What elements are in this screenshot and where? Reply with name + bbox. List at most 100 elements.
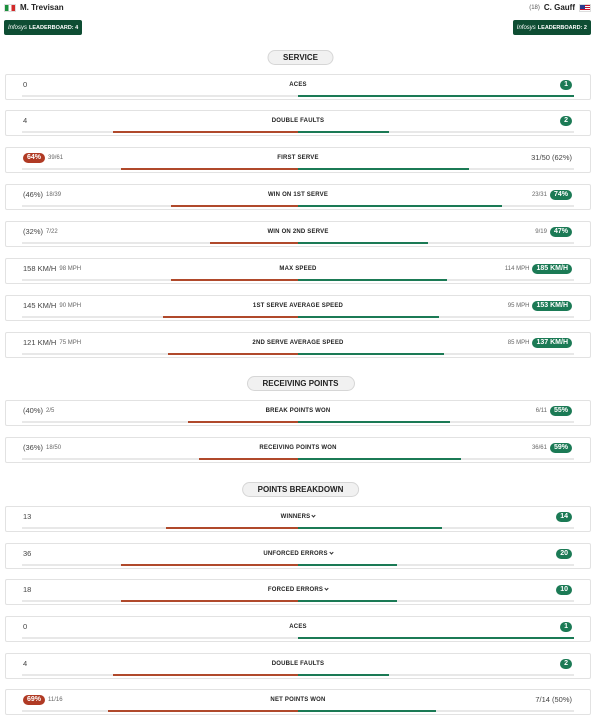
left-player-bar: [113, 674, 298, 676]
stat-label[interactable]: FORCED ERRORS: [6, 586, 590, 593]
left-stat-detail: 7/22: [46, 228, 58, 235]
left-player-value: 18: [23, 585, 31, 594]
right-stat-value: 185 KM/H: [532, 264, 572, 274]
right-stat-value: 59%: [549, 443, 572, 453]
stat-label-text: 1ST SERVE AVERAGE SPEED: [252, 303, 344, 309]
match-header: M. Trevisan (18) C. Gauff Infosys LEADER…: [0, 0, 601, 40]
right-player-value: 10: [556, 585, 572, 595]
stat-label-text: WIN ON 2ND SERVE: [267, 229, 329, 235]
infosys-logo: Infosys: [516, 24, 536, 31]
right-player-value: 1: [560, 622, 572, 632]
right-player-bar: [298, 637, 574, 639]
chevron-down-icon[interactable]: [329, 550, 334, 555]
stat-label-text: NET POINTS WON: [270, 697, 326, 703]
stat-label-text: UNFORCED ERRORS: [263, 551, 328, 557]
right-stat-detail: 6/11: [535, 408, 547, 414]
left-player-bar: [171, 205, 298, 207]
left-leaderboard-text: LEADERBOARD: 4: [29, 24, 79, 31]
comparison-bar-track: [22, 710, 574, 712]
right-stat-value: 47%: [549, 227, 572, 237]
stat-label: DOUBLE FAULTS: [6, 661, 590, 667]
stat-label[interactable]: UNFORCED ERRORS: [6, 550, 590, 557]
right-stat-value: 153 KM/H: [532, 301, 572, 311]
left-player-bar: [121, 564, 298, 566]
right-stat-value: 2: [560, 659, 572, 669]
left-stat-value: 64%: [23, 153, 46, 163]
right-player-value: 85 MPH 137 KM/H: [508, 338, 572, 348]
left-stat-value: 4: [23, 659, 28, 668]
right-player-bar: [298, 458, 461, 460]
left-leaderboard-badge[interactable]: Infosys LEADERBOARD: 4: [4, 20, 83, 35]
stat-row[interactable]: 36 UNFORCED ERRORS 20: [5, 543, 591, 569]
left-stat-value: 0: [23, 80, 28, 89]
left-stat-detail: 18/39: [46, 191, 62, 198]
left-stat-value: (36%): [23, 443, 44, 452]
left-player-value: 13: [23, 512, 31, 521]
left-player-bar: [165, 527, 298, 529]
left-stat-value: 158 KM/H: [23, 264, 57, 273]
left-stat-detail: 11/16: [48, 697, 63, 703]
stat-row: 0 ACES 1: [5, 74, 591, 100]
left-stat-value: (40%): [23, 406, 44, 415]
right-stat-value: 31/50 (62%): [531, 153, 572, 162]
left-stat-value: 0: [23, 622, 28, 631]
right-player-bar: [298, 600, 398, 602]
stat-label: BREAK POINTS WON: [6, 408, 590, 414]
chevron-down-icon[interactable]: [324, 586, 329, 591]
right-player-bar: [298, 95, 574, 97]
stat-row: 145 KM/H 90 MPH 1ST SERVE AVERAGE SPEED 95 …: [5, 295, 591, 321]
left-player-value: (36%) 18/50: [23, 443, 61, 452]
comparison-bar-track: [22, 205, 574, 207]
stat-label: FIRST SERVE: [6, 155, 590, 161]
comparison-bar-track: [22, 564, 574, 566]
stat-label: ACES: [6, 82, 590, 88]
left-player-bar: [121, 600, 298, 602]
stat-label: 2ND SERVE AVERAGE SPEED: [6, 340, 590, 346]
left-player[interactable]: M. Trevisan: [4, 3, 64, 12]
left-stat-detail: 98 MPH: [59, 265, 82, 272]
left-stat-value: 4: [23, 116, 28, 125]
left-player-value: 0: [23, 622, 27, 631]
right-stat-value: 14: [556, 512, 572, 522]
chevron-down-icon[interactable]: [311, 513, 316, 518]
left-player-value: 4: [23, 659, 27, 668]
stat-label: WIN ON 1ST SERVE: [6, 192, 590, 198]
right-player-value: 114 MPH 185 KM/H: [505, 264, 572, 274]
left-stat-value: (32%): [23, 227, 44, 236]
stat-label: MAX SPEED: [6, 266, 590, 272]
right-player[interactable]: (18) C. Gauff: [529, 3, 591, 12]
right-player-bar: [298, 710, 436, 712]
stat-label-text: 2ND SERVE AVERAGE SPEED: [252, 340, 344, 346]
left-player-bar: [171, 279, 298, 281]
right-player-bar: [298, 168, 470, 170]
right-player-bar: [298, 527, 442, 529]
right-stat-value: 20: [556, 549, 572, 559]
left-player-bar: [209, 242, 298, 244]
right-stat-detail: 36/61: [531, 445, 547, 451]
right-player-bar: [298, 279, 448, 281]
left-stat-detail: 18/50: [46, 444, 62, 451]
left-player-value: (46%) 18/39: [23, 190, 61, 199]
stat-row: 4 DOUBLE FAULTS 2: [5, 110, 591, 136]
right-stat-value: 1: [560, 622, 572, 632]
comparison-bar-track: [22, 458, 574, 460]
stat-label[interactable]: WINNERS: [6, 513, 590, 520]
stat-row[interactable]: 18 FORCED ERRORS 10: [5, 579, 591, 605]
stat-row[interactable]: 13 WINNERS 14: [5, 506, 591, 532]
stat-label: NET POINTS WON: [6, 697, 590, 703]
left-player-bar: [187, 421, 298, 423]
stat-label-text: ACES: [289, 624, 307, 630]
left-player-value: (40%) 2/5: [23, 406, 54, 415]
stat-label-text: WIN ON 1ST SERVE: [267, 192, 329, 198]
left-stat-value: 145 KM/H: [23, 301, 57, 310]
comparison-bar-track: [22, 421, 574, 423]
left-stat-value: 69%: [23, 695, 46, 705]
stat-row: 0 ACES 1: [5, 616, 591, 642]
comparison-bar-track: [22, 600, 574, 602]
right-player-value: 2: [560, 659, 572, 669]
comparison-bar-track: [22, 527, 574, 529]
comparison-bar-track: [22, 242, 574, 244]
right-player-value: 31/50 (62%): [531, 153, 572, 162]
comparison-bar-track: [22, 131, 574, 133]
right-leaderboard-badge[interactable]: Infosys LEADERBOARD: 2: [512, 20, 591, 35]
